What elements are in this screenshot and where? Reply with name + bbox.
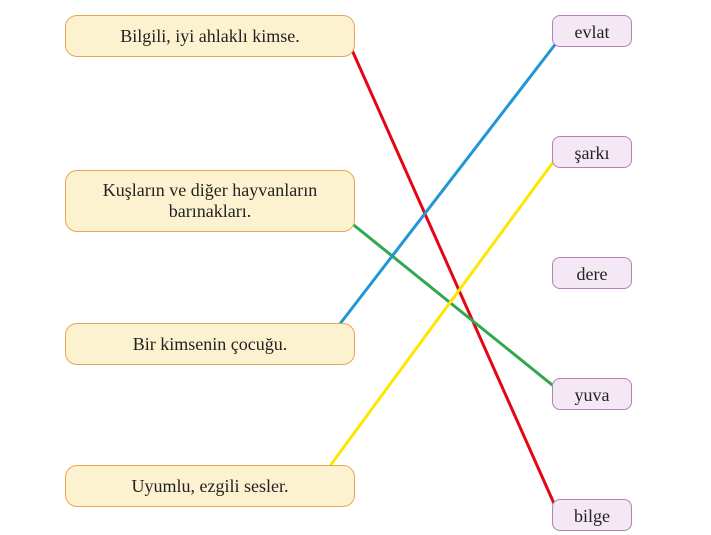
word-text: evlat [575,22,610,42]
matching-diagram: Bilgili, iyi ahlaklı kimse. Kuşların ve … [0,0,711,535]
word-text: yuva [575,385,610,405]
word-box: şarkı [552,136,632,168]
definition-text: Kuşların ve diğer hayvanların barınaklar… [82,180,338,222]
definition-box: Uyumlu, ezgili sesler. [65,465,355,507]
definition-box: Bilgili, iyi ahlaklı kimse. [65,15,355,57]
definition-box: Kuşların ve diğer hayvanların barınaklar… [65,170,355,232]
definition-box: Bir kimsenin çocuğu. [65,323,355,365]
definition-text: Bilgili, iyi ahlaklı kimse. [120,26,300,47]
connection-line [352,50,556,508]
word-text: bilge [574,506,610,526]
definition-text: Bir kimsenin çocuğu. [133,334,287,355]
word-text: şarkı [575,143,610,163]
word-box: evlat [552,15,632,47]
word-box: bilge [552,499,632,531]
word-text: dere [577,264,608,284]
word-box: dere [552,257,632,289]
word-box: yuva [552,378,632,410]
definition-text: Uyumlu, ezgili sesler. [132,476,289,497]
